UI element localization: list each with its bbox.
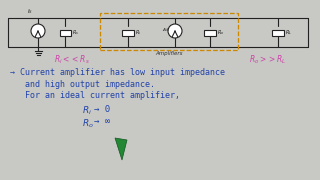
Text: $R_i$: $R_i$ [135, 29, 141, 37]
Text: $I_S$: $I_S$ [27, 7, 33, 16]
Bar [204, 30, 216, 36]
Bar [60, 30, 70, 36]
Text: $R_L$: $R_L$ [285, 29, 292, 37]
Bar [272, 30, 284, 36]
Text: Amplifiers: Amplifiers [155, 51, 183, 56]
Text: $R_o >> R_L$: $R_o >> R_L$ [249, 53, 287, 66]
Bar [100, 13, 238, 50]
Circle shape [168, 24, 182, 38]
Text: $A_iI_i$: $A_iI_i$ [162, 26, 170, 34]
Text: and high output impedance.: and high output impedance. [10, 80, 155, 89]
Text: → 0: → 0 [94, 105, 110, 114]
Circle shape [31, 24, 45, 38]
Text: $R_i$: $R_i$ [82, 105, 92, 117]
Text: → ∞: → ∞ [94, 118, 110, 126]
Bar [122, 30, 134, 36]
Text: $R_i << R_s$: $R_i << R_s$ [54, 53, 90, 66]
Text: → Current amplifier has low input impedance: → Current amplifier has low input impeda… [10, 68, 225, 77]
Polygon shape [115, 138, 127, 160]
Text: $R_o$: $R_o$ [82, 118, 94, 130]
Text: $R_o$: $R_o$ [217, 29, 224, 37]
Text: For an ideal current amplifier,: For an ideal current amplifier, [10, 91, 180, 100]
Text: $R_s$: $R_s$ [72, 29, 79, 37]
